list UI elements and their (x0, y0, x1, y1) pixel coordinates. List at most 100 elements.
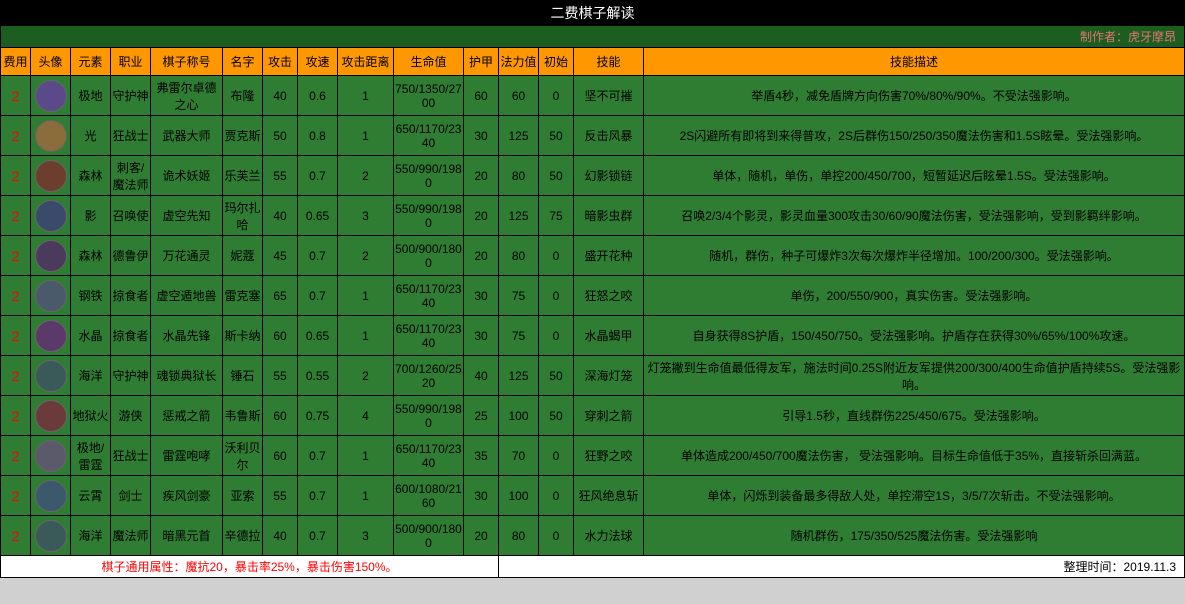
col-header: 生命值 (394, 48, 464, 76)
cell-as: 0.75 (298, 396, 338, 436)
cell-init: 0 (539, 76, 574, 116)
cell-rng: 1 (338, 276, 394, 316)
cell-avatar (31, 516, 71, 556)
cell-init: 50 (539, 356, 574, 396)
cell-as: 0.7 (298, 476, 338, 516)
table-row: 2影召唤使虚空先知玛尔扎哈400.653550/990/19802012575暗… (1, 196, 1185, 236)
cell-hp: 500/900/1800 (394, 516, 464, 556)
cell-el: 海洋 (71, 516, 111, 556)
cell-job: 狂战士 (111, 116, 151, 156)
cell-arm: 30 (464, 316, 499, 356)
cell-init: 0 (539, 316, 574, 356)
cell-init: 0 (539, 236, 574, 276)
table-row: 2光狂战士武器大师贾克斯500.81650/1170/23403012550反击… (1, 116, 1185, 156)
col-header: 护甲 (464, 48, 499, 76)
cell-el: 极地/雷霆 (71, 436, 111, 476)
cell-hp: 500/900/1800 (394, 236, 464, 276)
cell-arm: 20 (464, 236, 499, 276)
cell-title: 水晶先锋 (151, 316, 223, 356)
table-row: 2地狱火游侠惩戒之箭韦鲁斯600.754550/990/19802510050穿… (1, 396, 1185, 436)
cell-desc: 灯笼撇到生命值最低得友军，施法时间0.25S附近友军提供200/300/400生… (644, 356, 1185, 396)
cell-hp: 750/1350/2700 (394, 76, 464, 116)
cell-job: 游侠 (111, 396, 151, 436)
cell-el: 海洋 (71, 356, 111, 396)
cell-arm: 30 (464, 116, 499, 156)
cell-atk: 40 (263, 516, 298, 556)
cell-cost: 2 (1, 276, 31, 316)
cell-sk: 反击风暴 (574, 116, 644, 156)
cell-rng: 3 (338, 516, 394, 556)
cell-mp: 70 (499, 436, 539, 476)
cell-mp: 75 (499, 316, 539, 356)
cell-name: 布隆 (223, 76, 263, 116)
cell-title: 虚空遁地兽 (151, 276, 223, 316)
avatar-icon (35, 480, 67, 512)
cell-as: 0.7 (298, 156, 338, 196)
cell-cost: 2 (1, 436, 31, 476)
cell-init: 0 (539, 476, 574, 516)
cell-el: 地狱火 (71, 396, 111, 436)
cell-sk: 水晶蝎甲 (574, 316, 644, 356)
cell-name: 斯卡纳 (223, 316, 263, 356)
cell-desc: 召唤2/3/4个影灵，影灵血量300攻击30/60/90魔法伤害，受法强影响，受… (644, 196, 1185, 236)
table-row: 2极地/雷霆狂战士雷霆咆哮沃利贝尔600.71650/1170/23403570… (1, 436, 1185, 476)
cell-title: 万花通灵 (151, 236, 223, 276)
cell-init: 75 (539, 196, 574, 236)
footer-note: 棋子通用属性：魔抗20，暴击率25%，暴击伤害150%。 (1, 556, 499, 578)
cell-mp: 75 (499, 276, 539, 316)
cell-el: 森林 (71, 156, 111, 196)
table-row: 2钢铁掠食者虚空遁地兽雷克塞650.71650/1170/234030750狂怒… (1, 276, 1185, 316)
cell-rng: 4 (338, 396, 394, 436)
cell-name: 辛德拉 (223, 516, 263, 556)
col-header: 技能描述 (644, 48, 1185, 76)
cell-init: 50 (539, 156, 574, 196)
cell-arm: 20 (464, 156, 499, 196)
footer-date: 整理时间：2019.11.3 (499, 556, 1185, 578)
cell-avatar (31, 356, 71, 396)
avatar-icon (35, 240, 67, 272)
cell-arm: 30 (464, 276, 499, 316)
cell-cost: 2 (1, 516, 31, 556)
cell-avatar (31, 276, 71, 316)
col-header: 攻速 (298, 48, 338, 76)
cell-cost: 2 (1, 396, 31, 436)
cell-as: 0.55 (298, 356, 338, 396)
cell-job: 魔法师 (111, 516, 151, 556)
cell-sk: 盛开花种 (574, 236, 644, 276)
cell-as: 0.7 (298, 276, 338, 316)
cell-name: 乐芙兰 (223, 156, 263, 196)
cell-title: 暗黑元首 (151, 516, 223, 556)
cell-sk: 狂怒之咬 (574, 276, 644, 316)
cell-as: 0.65 (298, 196, 338, 236)
cell-atk: 40 (263, 196, 298, 236)
cell-name: 韦鲁斯 (223, 396, 263, 436)
cell-sk: 狂风绝息斩 (574, 476, 644, 516)
cell-atk: 55 (263, 356, 298, 396)
cell-title: 魂锁典狱长 (151, 356, 223, 396)
cell-desc: 自身获得8S护盾，150/450/750。受法强影响。护盾存在获得30%/65%… (644, 316, 1185, 356)
cell-hp: 550/990/1980 (394, 156, 464, 196)
col-header: 技能 (574, 48, 644, 76)
cell-mp: 100 (499, 476, 539, 516)
cell-avatar (31, 116, 71, 156)
cell-job: 掠食者 (111, 276, 151, 316)
cell-atk: 60 (263, 396, 298, 436)
cell-cost: 2 (1, 356, 31, 396)
cell-name: 雷克塞 (223, 276, 263, 316)
cell-init: 0 (539, 436, 574, 476)
cell-arm: 20 (464, 196, 499, 236)
cell-job: 召唤使 (111, 196, 151, 236)
cell-desc: 单体造成200/450/700魔法伤害， 受法强影响。目标生命值低于35%，直接… (644, 436, 1185, 476)
cell-as: 0.6 (298, 76, 338, 116)
col-header: 元素 (71, 48, 111, 76)
avatar-icon (35, 80, 67, 112)
avatar-icon (35, 320, 67, 352)
col-header: 攻击 (263, 48, 298, 76)
cell-avatar (31, 476, 71, 516)
cell-as: 0.65 (298, 316, 338, 356)
cell-sk: 暗影虫群 (574, 196, 644, 236)
cell-avatar (31, 156, 71, 196)
cell-avatar (31, 196, 71, 236)
cell-atk: 55 (263, 476, 298, 516)
cell-sk: 深海灯笼 (574, 356, 644, 396)
